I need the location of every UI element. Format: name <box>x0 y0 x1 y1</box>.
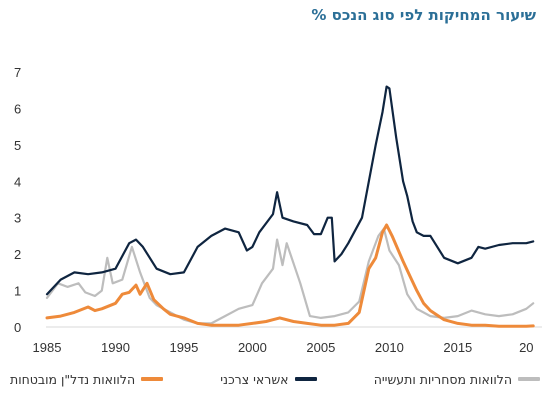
x-tick-label: 1985 <box>33 340 62 355</box>
legend-item-consumer: אשראי צרכני <box>220 371 317 387</box>
legend-swatch-real-estate <box>141 377 164 381</box>
y-tick-label: 5 <box>14 138 21 153</box>
series-lines <box>45 85 535 328</box>
x-tick-label: 2005 <box>306 340 335 355</box>
chart-title: שיעור המחיקות לפי סוג הנכס % <box>311 6 536 24</box>
y-tick-labels: 0 1 2 3 4 5 6 7 <box>14 65 21 335</box>
y-tick-label: 7 <box>14 65 21 80</box>
y-tick-label: 2 <box>14 247 21 262</box>
x-tick-label: 1990 <box>101 340 130 355</box>
y-tick-label: 0 <box>14 320 21 335</box>
series-line <box>45 223 535 328</box>
series-line <box>45 227 535 325</box>
legend-item-real-estate: הלוואות נדל"ן מובטחות <box>10 371 164 387</box>
legend-swatch-consumer <box>294 377 317 381</box>
x-tick-label: 2000 <box>238 340 267 355</box>
x-tick-label: 2015 <box>443 340 472 355</box>
x-tick-label: 1995 <box>169 340 198 355</box>
y-tick-label: 1 <box>14 284 21 299</box>
legend-item-commercial: הלוואות מסחריות ותעשייה <box>374 372 540 387</box>
x-tick-label: 2010 <box>375 340 404 355</box>
legend-label-real-estate: הלוואות נדל"ן מובטחות <box>10 371 136 387</box>
legend-label-commercial: הלוואות מסחריות ותעשייה <box>373 371 512 387</box>
x-tick-label: 20 <box>519 340 533 355</box>
x-tick-labels: 1985 1990 1995 2000 2005 2010 2015 20 <box>33 340 534 355</box>
y-tick-label: 4 <box>14 174 21 189</box>
series-line <box>45 85 535 296</box>
y-tick-label: 3 <box>14 211 21 226</box>
legend: הלוואות נדל"ן מובטחות אשראי צרכני הלוואו… <box>10 368 540 390</box>
legend-label-consumer: אשראי צרכני <box>220 371 289 387</box>
legend-swatch-commercial <box>518 377 540 381</box>
y-tick-label: 6 <box>14 101 21 116</box>
